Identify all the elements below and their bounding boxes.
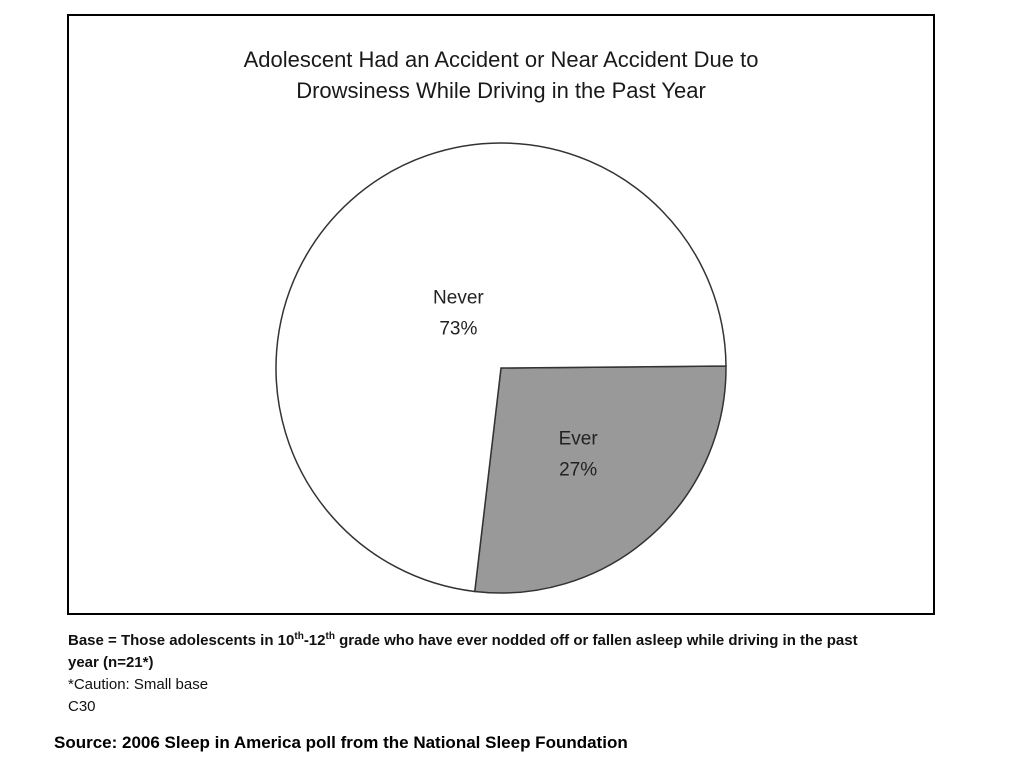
- base-suffix: grade who have ever nodded off or fallen…: [68, 632, 858, 671]
- pie-chart: Ever 27% Never 73%: [275, 142, 727, 594]
- chart-code: C30: [68, 698, 96, 715]
- base-prefix: Base = Those adolescents in 10: [68, 632, 295, 649]
- slice-value-ever: 27%: [559, 459, 597, 480]
- pie-slice-never: [275, 142, 727, 593]
- source-note: Source: 2006 Sleep in America poll from …: [54, 733, 628, 752]
- chart-frame: Adolescent Had an Accident or Near Accid…: [67, 14, 935, 615]
- slice-value-never: 73%: [439, 319, 477, 340]
- slice-name-ever: Ever: [559, 428, 599, 449]
- base-mid: -12: [303, 632, 326, 649]
- chart-caption: Base = Those adolescents in 10th-12th gr…: [68, 626, 888, 718]
- caution-note: *Caution: Small base: [68, 676, 209, 693]
- base-note: Base = Those adolescents in 10th-12th gr…: [68, 626, 888, 674]
- slice-name-never: Never: [433, 288, 484, 309]
- chart-title-line-2: Drowsiness While Driving in the Past Yea…: [296, 78, 706, 103]
- base-sup-2: th: [325, 631, 335, 642]
- chart-title-line-1: Adolescent Had an Accident or Near Accid…: [243, 47, 759, 72]
- chart-title: Adolescent Had an Accident or Near Accid…: [69, 44, 933, 106]
- pie-slice-ever: [473, 365, 727, 594]
- base-sup-1: th: [294, 631, 304, 642]
